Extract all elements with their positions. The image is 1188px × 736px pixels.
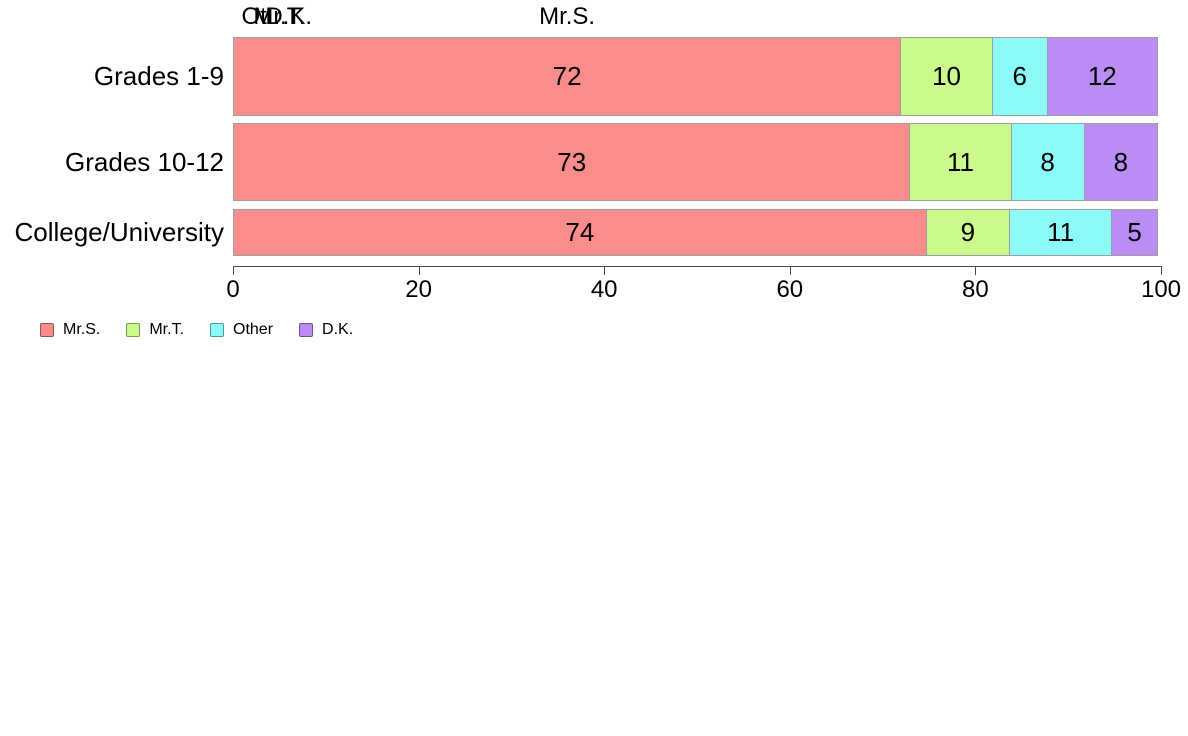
legend-swatch-icon [126,323,141,337]
bar-value-label: 10 [932,61,962,91]
x-axis-line [233,266,1162,267]
legend-item-3: Other [210,321,273,339]
bar-value-label: 11 [1047,217,1075,247]
bar-value-label: 5 [1127,217,1142,247]
x-axis-tick-label: 60 [776,276,804,303]
bar-segment: 5 [1111,209,1158,256]
x-axis-tick-label: 40 [590,276,618,303]
x-axis-tick-label: 100 [1140,276,1182,303]
legend-swatch-icon [40,323,54,337]
bar-segment: 9 [925,209,1011,256]
legend-label: D.K. [322,321,354,338]
bar-value-label: 73 [557,146,587,177]
legend-item-2: Mr.T. [126,321,184,339]
bar-value-label: 12 [1087,61,1117,91]
bar-value-label: 8 [1040,146,1055,177]
bar-row-3: 74 9 11 5 [233,209,1161,256]
bar-row-2: 73 11 8 8 [233,123,1161,201]
x-axis-tick-label: 0 [226,276,240,303]
legend-label: Mr.T. [149,321,185,338]
bar-value-label: 8 [1113,146,1129,177]
x-axis-tick [604,266,606,275]
column-header-4: D.K. [265,3,313,30]
bar-segment: 8 [1083,123,1158,201]
column-header-1: Mr.S. [539,3,596,30]
category-label-2: Grades 10-12 [65,147,224,177]
x-axis-tick-label: 80 [962,276,989,303]
x-axis-tick [975,266,977,275]
legend-item-1: Mr.S. [40,321,100,339]
column-header-3: Ot.. [241,3,281,30]
x-axis-tick-label: 20 [405,276,432,303]
bar-segment: 12 [1046,37,1158,116]
bar-value-label: 72 [552,61,582,91]
legend-swatch-icon [210,323,225,337]
x-axis-tick [1161,266,1162,275]
bar-row-1: 72 10 6 12 [233,37,1161,116]
bar-value-label: 11 [946,146,974,177]
x-axis-tick [418,266,420,275]
bar-segment: 73 [233,123,911,201]
legend: Mr.S. Mr.T. Other D.K. [40,321,353,339]
column-header-2: Mr.T. [253,3,306,30]
legend-label: Other [233,321,274,338]
bar-segment: 11 [1009,209,1113,256]
bar-segment: 6 [991,37,1048,116]
bar-segment: 10 [900,37,993,116]
bar-segment: 8 [1010,123,1085,201]
legend-label: Mr.S. [63,321,101,338]
legend-swatch-icon [299,323,314,337]
category-label-3: College/University [14,217,224,247]
x-axis-tick [233,266,234,275]
bar-segment: 72 [233,37,902,116]
bar-value-label: 6 [1012,61,1028,91]
bar-value-label: 74 [565,217,595,247]
bar-value-label: 9 [960,217,976,247]
x-axis-tick [789,266,791,275]
bar-segment: 11 [909,123,1012,201]
legend-item-4: D.K. [299,321,353,339]
category-label-1: Grades 1-9 [93,61,224,91]
bar-segment: 74 [233,209,927,256]
